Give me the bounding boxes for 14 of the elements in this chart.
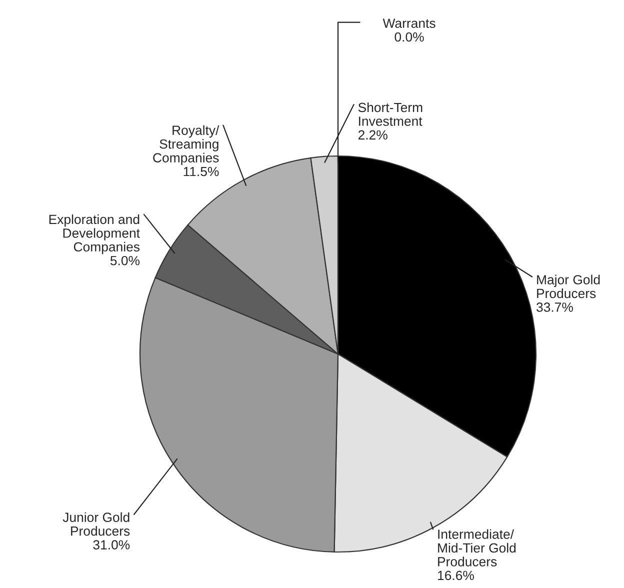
slice-label: Royalty/ Streaming Companies [153, 125, 220, 166]
slice-label: Junior Gold Producers [62, 512, 130, 536]
data-label: 31.0% [93, 540, 130, 550]
data-label: 33.7% [536, 302, 573, 312]
data-label: 2.2% [358, 130, 388, 140]
category-label: Warrants [382, 18, 436, 28]
data-label: 16.6% [438, 570, 474, 580]
slice-label: Major Gold Producers [537, 274, 600, 298]
slice-label: Short-Term Investment [358, 102, 422, 126]
data-label: 11.5% [184, 166, 219, 176]
text: 0.0% [394, 32, 424, 42]
slice-label: Intermediate/ Mid-Tier Gold Producers [438, 529, 516, 566]
slice-label: Exploration and Development Companies [49, 214, 140, 254]
data-label: 5.0% [110, 256, 140, 266]
